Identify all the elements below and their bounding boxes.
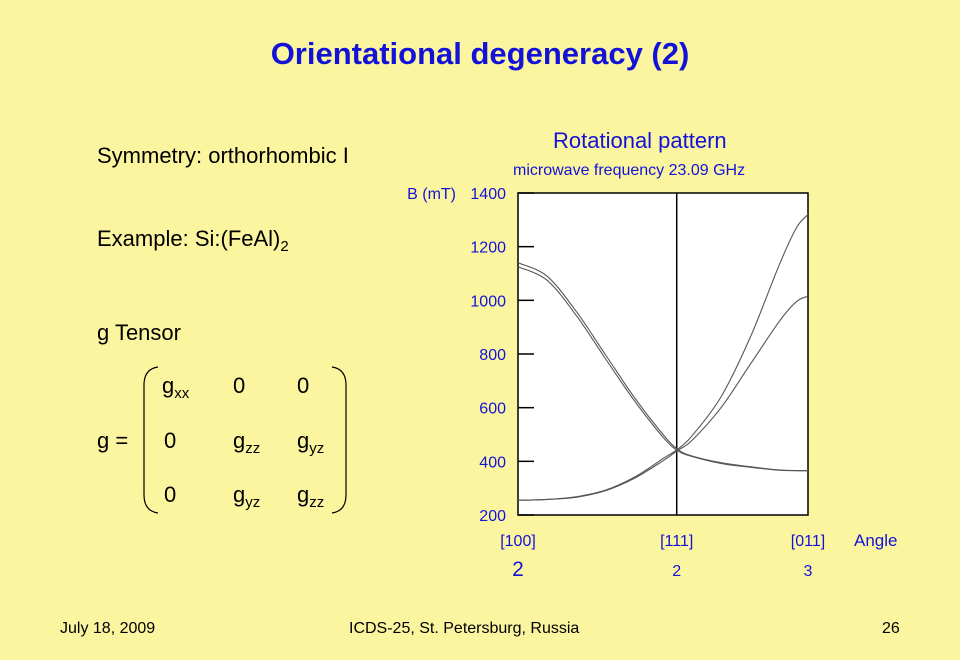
y-tick-label-800: 800	[479, 347, 506, 364]
footer-page-number: 26	[882, 620, 900, 637]
series-line-2	[517, 266, 809, 472]
matrix-cell-r3c1: 0	[164, 482, 177, 507]
left-parenthesis	[143, 366, 159, 514]
matrix-cell-r3c3: gzz	[297, 482, 325, 511]
symmetry-text: Symmetry: orthorhombic I	[97, 143, 349, 168]
slide-title: Orientational degeneracy (2)	[270, 36, 690, 71]
y-tick-label-200: 200	[479, 508, 506, 525]
x-axis-label: Angle	[854, 531, 897, 550]
footer-date: July 18, 2009	[60, 620, 156, 637]
matrix-cell-r3c2: gyz	[233, 482, 261, 511]
y-axis-label: B (mT)	[407, 186, 456, 203]
y-tick-label-400: 400	[479, 454, 506, 471]
y-tick-label-600: 600	[479, 401, 506, 418]
x-count-label-1: 2	[672, 563, 681, 580]
matrix-cell-r2c3: gyz	[297, 428, 325, 457]
chart-subtitle: microwave frequency 23.09 GHz	[513, 162, 746, 179]
x-count-label-2: 3	[804, 563, 813, 580]
x-tick-label-0: [100]	[500, 533, 536, 550]
y-tick-label-1200: 1200	[470, 240, 506, 257]
x-count-label-0: 2	[512, 558, 524, 581]
example-text: Example: Si:(FeAl)2	[97, 226, 289, 255]
example-prefix: Example: Si:(FeAl)	[97, 226, 281, 251]
matrix-cell-r1c3: 0	[297, 373, 310, 398]
matrix-cell-r1c2: 0	[233, 373, 246, 398]
x-tick-label-1: [111]	[660, 533, 693, 550]
right-parenthesis	[331, 366, 347, 514]
footer-conference: ICDS-25, St. Petersburg, Russia	[349, 620, 580, 637]
plot-area	[517, 192, 809, 516]
chart-title: Rotational pattern	[553, 128, 727, 153]
g-tensor-label: g Tensor	[97, 320, 181, 345]
x-tick-label-2: [011]	[791, 533, 825, 550]
y-tick-label-1400: 1400	[470, 186, 506, 203]
matrix-cell-r2c1: 0	[164, 428, 177, 453]
y-tick-label-1000: 1000	[470, 293, 506, 310]
g-equals: g =	[97, 428, 129, 453]
matrix-cell-r1c1: gxx	[162, 373, 190, 402]
matrix-cell-r2c2: gzz	[233, 428, 261, 457]
example-subscript: 2	[280, 238, 289, 255]
series-line-4	[517, 295, 809, 501]
